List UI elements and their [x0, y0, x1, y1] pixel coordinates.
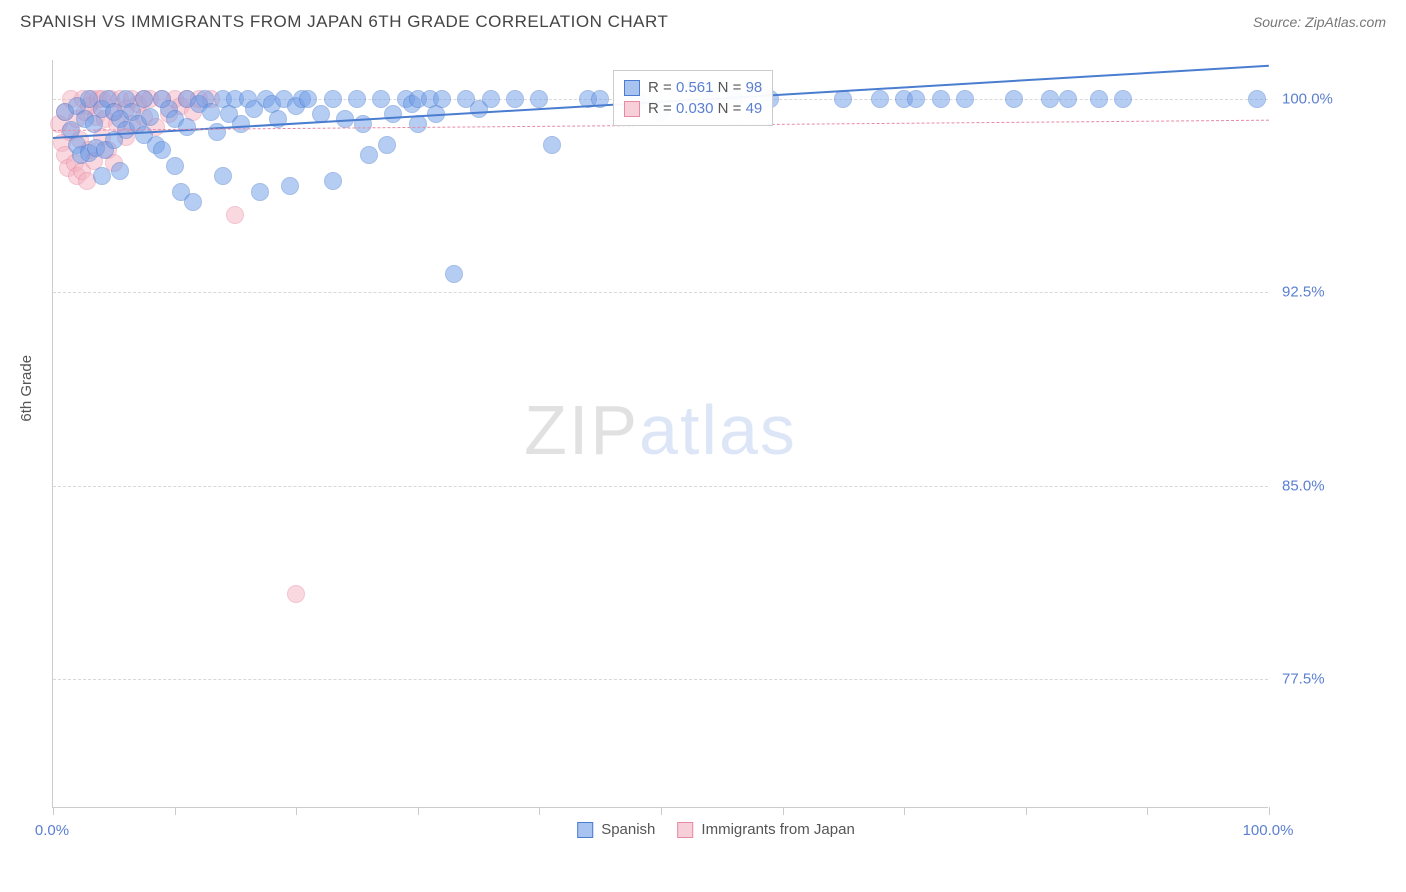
- scatter-point: [409, 115, 427, 133]
- legend-swatch: [577, 822, 593, 838]
- x-tick-label: 100.0%: [1243, 822, 1294, 839]
- legend-stats-text: R = 0.030 N = 49: [648, 100, 762, 117]
- scatter-point: [85, 115, 103, 133]
- scatter-point: [543, 136, 561, 154]
- chart-source: Source: ZipAtlas.com: [1253, 14, 1386, 30]
- chart-title: SPANISH VS IMMIGRANTS FROM JAPAN 6TH GRA…: [20, 12, 668, 32]
- legend-bottom: Spanish Immigrants from Japan: [577, 821, 855, 838]
- legend-item: Immigrants from Japan: [677, 821, 854, 838]
- scatter-point: [482, 90, 500, 108]
- scatter-point: [1041, 90, 1059, 108]
- legend-label: Immigrants from Japan: [701, 821, 854, 838]
- x-tick: [783, 807, 784, 815]
- scatter-point: [166, 157, 184, 175]
- chart-area: 6th Grade ZIPatlas R = 0.561 N = 98R = 0…: [46, 60, 1386, 850]
- scatter-point: [299, 90, 317, 108]
- gridline-h: [53, 679, 1268, 680]
- x-tick: [175, 807, 176, 815]
- x-tick: [296, 807, 297, 815]
- scatter-point: [372, 90, 390, 108]
- scatter-point: [324, 172, 342, 190]
- y-tick-label: 77.5%: [1282, 671, 1325, 688]
- scatter-point: [111, 162, 129, 180]
- scatter-point: [445, 265, 463, 283]
- legend-swatch: [624, 101, 640, 117]
- scatter-point: [360, 146, 378, 164]
- scatter-point: [1114, 90, 1132, 108]
- scatter-point: [433, 90, 451, 108]
- scatter-point: [178, 118, 196, 136]
- scatter-point: [506, 90, 524, 108]
- legend-swatch: [624, 80, 640, 96]
- scatter-point: [1059, 90, 1077, 108]
- y-tick-label: 85.0%: [1282, 477, 1325, 494]
- x-tick: [1269, 807, 1270, 815]
- scatter-point: [281, 177, 299, 195]
- gridline-h: [53, 292, 1268, 293]
- x-tick: [661, 807, 662, 815]
- scatter-point: [907, 90, 925, 108]
- scatter-point: [384, 105, 402, 123]
- scatter-point: [93, 167, 111, 185]
- scatter-point: [530, 90, 548, 108]
- x-tick: [539, 807, 540, 815]
- scatter-point: [348, 90, 366, 108]
- scatter-point: [932, 90, 950, 108]
- gridline-h: [53, 486, 1268, 487]
- scatter-point: [251, 183, 269, 201]
- legend-stats-row: R = 0.030 N = 49: [624, 98, 762, 119]
- scatter-point: [1248, 90, 1266, 108]
- legend-stats-row: R = 0.561 N = 98: [624, 77, 762, 98]
- y-tick-label: 100.0%: [1282, 90, 1333, 107]
- legend-stats-box: R = 0.561 N = 98 R = 0.030 N = 49: [613, 70, 773, 126]
- watermark-atlas: atlas: [639, 391, 797, 469]
- x-tick: [1026, 807, 1027, 815]
- legend-item: Spanish: [577, 821, 655, 838]
- x-tick: [418, 807, 419, 815]
- y-axis-label: 6th Grade: [18, 355, 35, 422]
- scatter-point: [141, 108, 159, 126]
- chart-header: SPANISH VS IMMIGRANTS FROM JAPAN 6TH GRA…: [0, 0, 1406, 40]
- scatter-point: [378, 136, 396, 154]
- watermark-zip: ZIP: [524, 391, 639, 469]
- y-tick-label: 92.5%: [1282, 284, 1325, 301]
- legend-swatch: [677, 822, 693, 838]
- scatter-point: [153, 141, 171, 159]
- scatter-point: [214, 167, 232, 185]
- scatter-point: [226, 206, 244, 224]
- scatter-point: [287, 585, 305, 603]
- x-tick: [53, 807, 54, 815]
- x-tick: [1147, 807, 1148, 815]
- scatter-point: [184, 193, 202, 211]
- scatter-point: [324, 90, 342, 108]
- scatter-point: [956, 90, 974, 108]
- x-tick-label: 0.0%: [35, 822, 69, 839]
- watermark: ZIPatlas: [524, 390, 797, 470]
- x-tick: [904, 807, 905, 815]
- scatter-point: [1090, 90, 1108, 108]
- scatter-point: [135, 90, 153, 108]
- scatter-point: [1005, 90, 1023, 108]
- plot-region: ZIPatlas R = 0.561 N = 98 R = 0.030 N = 4…: [52, 60, 1268, 808]
- legend-stats-text: R = 0.561 N = 98: [648, 79, 762, 96]
- scatter-point: [871, 90, 889, 108]
- legend-label: Spanish: [601, 821, 655, 838]
